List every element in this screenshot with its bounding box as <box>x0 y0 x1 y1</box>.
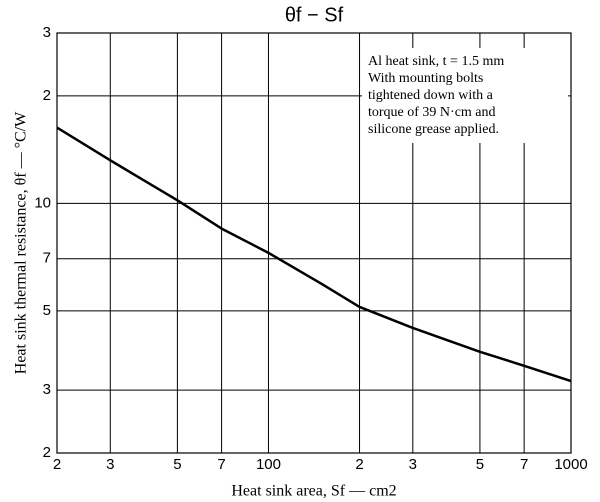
y-tick-label: 3 <box>43 24 51 41</box>
annotation: Al heat sink, t = 1.5 mm <box>368 54 504 69</box>
x-tick-label: 7 <box>217 456 225 473</box>
x-tick-label: 1000 <box>554 456 587 473</box>
x-tick-label: 5 <box>173 456 181 473</box>
x-tick-label: 100 <box>256 456 281 473</box>
x-tick-label: 3 <box>409 456 417 473</box>
x-axis-label: Heat sink area, Sf — cm2 <box>231 483 396 500</box>
y-tick-label: 2 <box>43 87 51 104</box>
y-tick-label: 10 <box>34 194 51 211</box>
x-tick-label: 7 <box>520 456 528 473</box>
y-tick-label: 3 <box>43 381 51 398</box>
annotation: With mounting bolts <box>368 71 483 86</box>
annotation: torque of 39 N·cm and <box>368 105 496 120</box>
x-tick-label: 2 <box>355 456 363 473</box>
y-axis-label: Heat sink thermal resistance, θf — °C/W <box>13 111 30 374</box>
chart-title: θf − Sf <box>285 4 344 26</box>
y-tick-label: 7 <box>43 250 51 267</box>
curve <box>56 126 572 383</box>
x-tick-label: 3 <box>106 456 114 473</box>
x-tick-label: 5 <box>476 456 484 473</box>
annotation: silicone grease applied. <box>368 122 499 137</box>
x-tick-label: 2 <box>53 456 61 473</box>
annotation-box <box>362 48 568 143</box>
annotation: tightened down with a <box>368 88 494 103</box>
plot-frame <box>56 32 572 454</box>
y-tick-label: 2 <box>43 444 51 461</box>
y-tick-label: 5 <box>43 302 51 319</box>
